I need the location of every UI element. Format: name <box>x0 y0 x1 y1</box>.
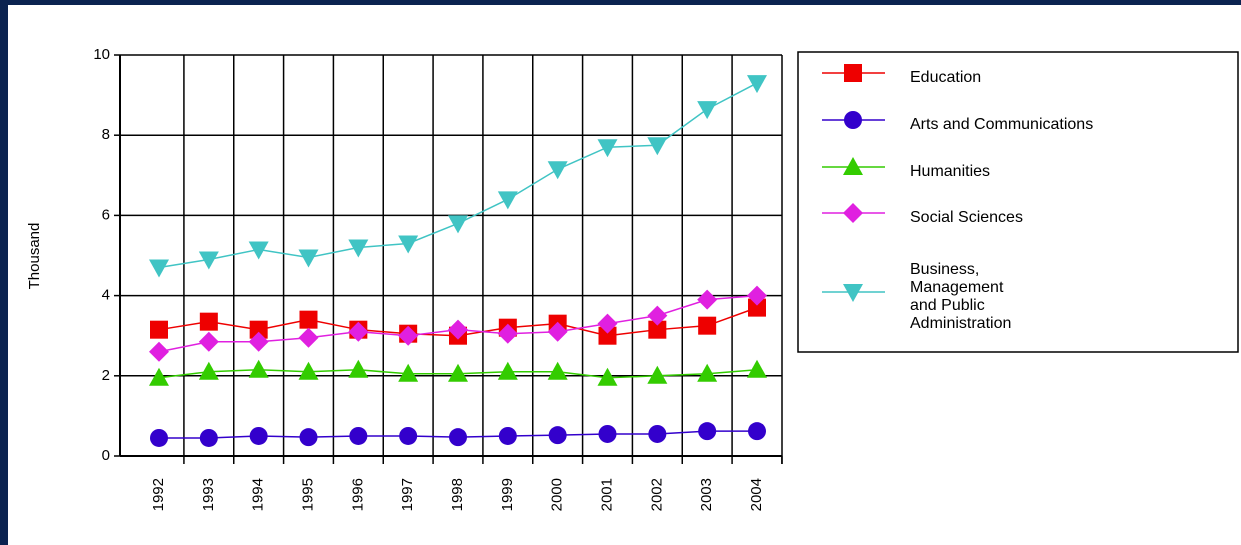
x-tick-label: 1992 <box>150 478 167 511</box>
y-tick-label: 10 <box>93 46 110 63</box>
x-tick-label: 2004 <box>748 478 765 511</box>
marker <box>598 424 617 443</box>
marker <box>497 191 518 210</box>
marker <box>697 363 718 382</box>
marker <box>199 428 218 447</box>
marker <box>598 326 617 345</box>
legend-label: Social Sciences <box>910 209 1023 226</box>
marker <box>647 305 668 326</box>
marker <box>399 426 418 445</box>
y-axis-label: Thousand <box>26 223 43 290</box>
marker <box>349 426 368 445</box>
marker <box>843 284 863 302</box>
marker <box>149 367 169 386</box>
marker <box>348 321 369 342</box>
marker <box>398 235 419 254</box>
marker <box>248 359 269 378</box>
x-tick-label: 1998 <box>449 478 466 511</box>
marker <box>298 249 319 268</box>
marker <box>497 361 518 380</box>
marker <box>647 365 668 384</box>
marker <box>149 341 169 362</box>
marker <box>843 203 863 223</box>
marker <box>198 251 219 270</box>
marker <box>747 285 767 306</box>
marker <box>748 422 766 441</box>
marker <box>150 320 168 339</box>
legend-label: Business, Management and Public Administ… <box>910 261 1012 332</box>
marker <box>698 316 717 335</box>
marker <box>448 215 468 234</box>
x-tick-label: 1994 <box>250 478 267 511</box>
marker <box>697 101 718 120</box>
marker <box>597 367 618 386</box>
marker <box>149 259 169 278</box>
marker <box>348 359 369 378</box>
y-tick-label: 0 <box>102 447 110 464</box>
marker <box>647 137 668 156</box>
marker <box>497 323 518 344</box>
marker <box>198 361 219 380</box>
marker <box>448 319 468 340</box>
marker <box>398 363 419 382</box>
marker <box>748 298 766 317</box>
marker <box>448 363 468 382</box>
y-tick-label: 8 <box>102 126 110 143</box>
x-tick-label: 1996 <box>349 478 366 511</box>
marker <box>249 426 268 445</box>
marker <box>150 428 168 447</box>
marker <box>299 310 318 329</box>
y-tick-label: 4 <box>102 287 110 304</box>
marker <box>249 320 268 339</box>
x-tick-label: 2001 <box>598 478 615 511</box>
marker <box>843 157 863 175</box>
marker <box>648 320 667 339</box>
marker <box>597 313 618 334</box>
marker <box>697 289 718 310</box>
x-tick-label: 1995 <box>299 478 316 511</box>
x-tick-label: 2003 <box>698 478 715 511</box>
marker <box>298 327 319 348</box>
marker <box>199 312 218 331</box>
marker <box>547 161 568 180</box>
marker <box>498 426 517 445</box>
x-tick-label: 2000 <box>549 478 566 511</box>
y-tick-label: 6 <box>102 206 110 223</box>
marker <box>548 426 567 445</box>
x-tick-label: 1999 <box>499 478 516 511</box>
marker <box>547 321 568 342</box>
marker <box>844 111 862 129</box>
legend-box <box>797 51 1239 353</box>
marker <box>298 361 319 380</box>
legend-label: Arts and Communications <box>910 116 1094 133</box>
marker <box>248 241 269 260</box>
x-tick-label: 1997 <box>399 478 416 511</box>
series-line <box>158 82 758 269</box>
marker <box>747 75 767 94</box>
marker <box>597 139 618 158</box>
legend-label: Education <box>910 69 982 86</box>
x-tick-label: 1993 <box>200 478 217 511</box>
y-tick-label: 2 <box>102 367 110 384</box>
legend-label: Humanities <box>910 163 991 180</box>
marker <box>698 422 717 441</box>
marker <box>299 428 318 447</box>
marker <box>747 359 767 378</box>
marker <box>844 64 862 82</box>
marker <box>449 428 467 447</box>
x-tick-label: 2002 <box>648 478 665 511</box>
marker <box>348 239 369 258</box>
marker <box>248 331 269 352</box>
marker <box>398 325 419 346</box>
marker <box>547 361 568 380</box>
marker <box>648 424 667 443</box>
marker <box>198 331 219 352</box>
